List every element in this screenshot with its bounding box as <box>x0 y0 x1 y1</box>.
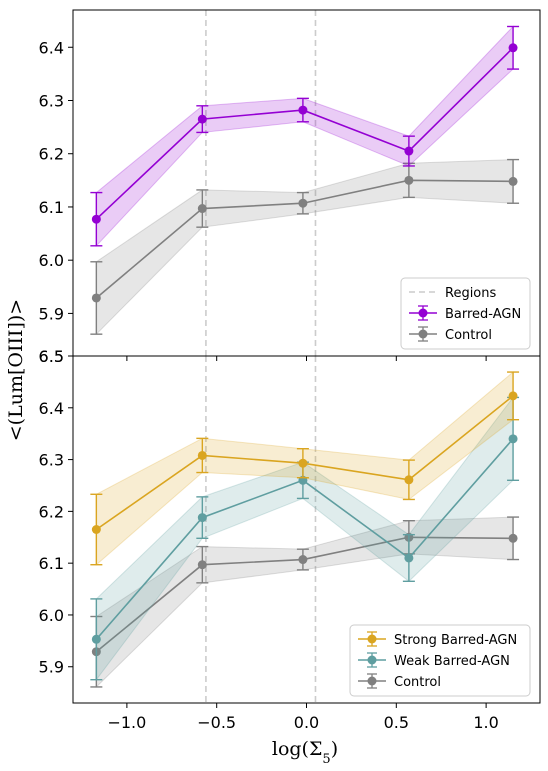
y-tick-label: 6.5 <box>39 347 64 366</box>
legend-label-control: Control <box>394 675 441 690</box>
data-point-control <box>197 560 207 570</box>
y-tick-label: 6.1 <box>39 198 64 217</box>
x-axis-label-subscript: 5 <box>322 752 330 767</box>
data-point-barred-agn <box>508 43 518 53</box>
y-axis-label: <(Lum[OIII])> <box>5 299 27 441</box>
legend-label-weak-barred-agn: Weak Barred-AGN <box>394 654 510 669</box>
series-barred-agn <box>90 25 520 248</box>
data-point-weak-barred-agn <box>508 434 518 444</box>
y-tick-label: 6.2 <box>39 502 64 521</box>
y-tick-label: 6.4 <box>39 38 64 57</box>
legend: Regions Barred-AGN Control <box>400 277 531 350</box>
data-point-barred-agn <box>404 146 414 156</box>
plot-frame <box>72 355 541 704</box>
data-point-strong-barred-agn <box>298 458 308 468</box>
data-point-control <box>508 176 518 186</box>
legend-label-barred-agn: Barred-AGN <box>445 307 521 322</box>
y-tick-label: 6.4 <box>39 399 64 418</box>
y-tick-label: 6.5 <box>39 347 64 366</box>
x-axis-label: log(Σ5) <box>272 738 338 767</box>
y-tick-label: 5.9 <box>39 658 64 677</box>
x-axis-label-main: log(Σ <box>272 738 323 760</box>
x-tick-label: −1.0 <box>107 713 146 732</box>
bottom-panel: 5.9 6.0 6.1 6.2 6.3 6.4 6.5 −1.0 −0.5 0.0 0.5 1.0 St… <box>39 347 541 732</box>
y-tick-label: 6.1 <box>39 554 64 573</box>
legend-label-control: Control <box>445 328 492 343</box>
data-point-strong-barred-agn <box>508 391 518 401</box>
data-point-strong-barred-agn <box>91 525 101 534</box>
data-point-weak-barred-agn <box>91 634 101 644</box>
legend-label-strong-barred-agn: Strong Barred-AGN <box>394 633 517 648</box>
y-tick-label: 6.0 <box>39 251 64 270</box>
x-tick-label: −0.5 <box>197 713 236 732</box>
top-panel: 5.9 6.0 6.1 6.2 6.3 6.4 6.5 Regions Barred-AGN Co… <box>39 9 541 366</box>
legend-marker-weak-barred-agn <box>367 655 377 665</box>
legend: Strong Barred-AGN Weak Barred-AGN Control <box>349 624 531 697</box>
y-tick-label: 6.3 <box>39 91 64 110</box>
data-point-control <box>91 293 101 303</box>
data-point-weak-barred-agn <box>197 513 207 523</box>
legend-box <box>349 624 531 697</box>
data-point-control <box>508 533 518 543</box>
x-tick-label: 0.0 <box>294 713 319 732</box>
data-point-weak-barred-agn <box>404 553 414 563</box>
legend-marker-strong-barred-agn <box>367 634 377 644</box>
series-control <box>90 158 520 336</box>
data-point-barred-agn <box>91 214 101 224</box>
y-tick-label: 5.9 <box>39 304 64 323</box>
x-tick-label: 0.5 <box>384 713 409 732</box>
data-point-control <box>298 198 308 208</box>
legend-marker-control <box>418 329 428 339</box>
data-point-barred-agn <box>197 114 207 124</box>
x-tick-label: 1.0 <box>473 713 498 732</box>
legend-marker-control <box>367 676 377 686</box>
x-axis-label-close: ) <box>331 738 338 760</box>
legend-marker-barred-agn <box>418 308 428 318</box>
legend-box <box>400 277 531 350</box>
data-point-control <box>404 175 414 185</box>
data-point-strong-barred-agn <box>404 475 414 485</box>
y-tick-label: 6.0 <box>39 606 64 625</box>
data-point-strong-barred-agn <box>197 450 207 460</box>
legend-label-regions: Regions <box>445 286 497 301</box>
y-tick-label: 6.3 <box>39 451 64 470</box>
series-strong-barred-agn <box>90 370 520 566</box>
y-tick-label: 6.2 <box>39 145 64 164</box>
data-point-control <box>197 204 207 214</box>
data-point-control <box>298 555 308 565</box>
data-point-barred-agn <box>298 105 308 115</box>
